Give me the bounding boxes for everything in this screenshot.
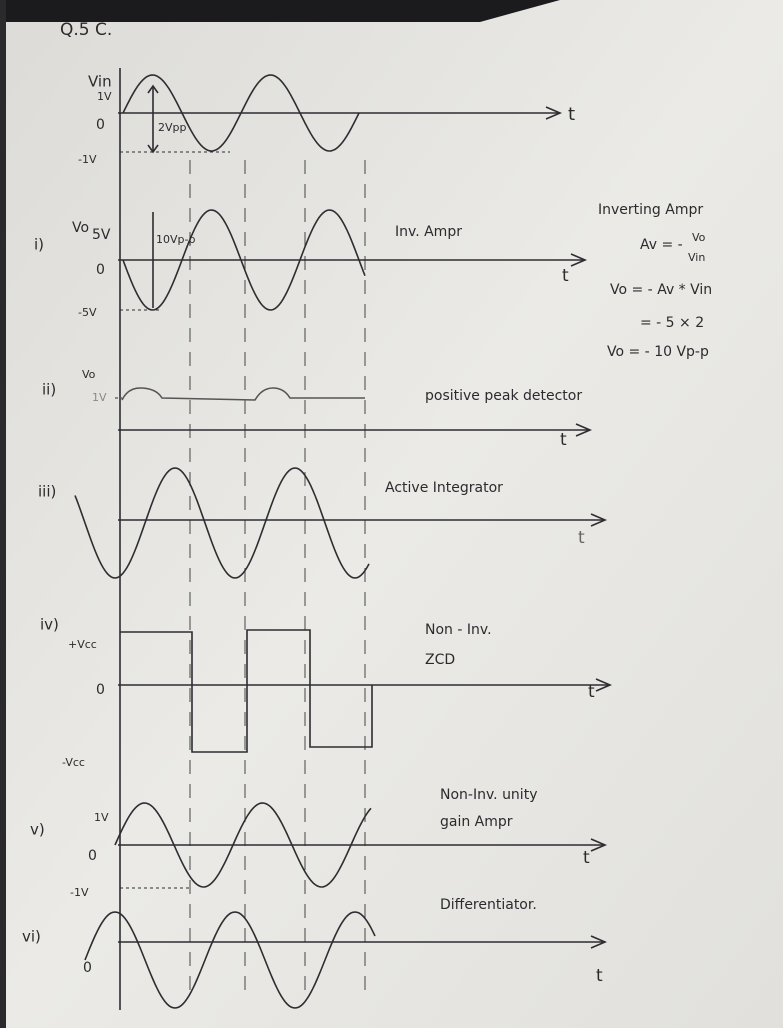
time-label: t [568, 104, 575, 125]
tick-label: 0 [83, 960, 92, 976]
time-label: t [588, 682, 595, 702]
graph-title: gain Ampr [440, 814, 513, 830]
tick-label: +Vcc [68, 638, 97, 651]
tick-label: -Vcc [62, 756, 85, 769]
axis-label: Vo [72, 220, 89, 236]
annotation: 2Vpp [158, 121, 187, 134]
time-label: t [578, 528, 585, 548]
tick-label: 0 [96, 117, 105, 133]
axis-label: Vin [88, 73, 112, 91]
graph-title: positive peak detector [425, 388, 582, 404]
graph-title: Non-Inv. unity [440, 787, 537, 803]
note-line: Vo = - Av * Vin [610, 282, 712, 298]
axis-label: Vo [82, 368, 96, 381]
note-line: = - 5 × 2 [640, 315, 704, 331]
annotation: 10Vp-p [156, 233, 195, 246]
graph-label: i) [34, 236, 44, 254]
time-label: t [560, 430, 567, 450]
graph-label: iv) [40, 616, 59, 634]
tick-label: -5V [78, 306, 97, 319]
note-line: Vo = - 10 Vp-p [607, 344, 709, 360]
tick-label: 1V [97, 90, 112, 103]
note-formula: Vo [692, 231, 706, 244]
paper [0, 0, 783, 1028]
tick-label: 1V [92, 391, 107, 404]
tick-label: 0 [96, 682, 105, 698]
page: {"header": {"title": "Q.5 C."}, "graphs"… [0, 0, 783, 1028]
tick-label: -1V [70, 886, 89, 899]
page-photo: Q.5 C. Vin 1V 0 -1V 2Vpp t i) Vo 5V 0 -5… [0, 0, 783, 1028]
graph-title: Non - Inv. [425, 622, 492, 638]
tick-label: 5V [92, 227, 111, 243]
time-label: t [562, 266, 569, 286]
note-title: Inverting Ampr [598, 202, 703, 218]
note-formula: Av = - [640, 237, 683, 253]
graph-label: ii) [42, 381, 56, 399]
graph-label: v) [30, 821, 45, 839]
time-label: t [583, 848, 590, 868]
page-title: Q.5 C. [60, 20, 112, 40]
time-label: t [596, 966, 603, 986]
graph-title: Inv. Ampr [395, 224, 462, 240]
graph-title: Active Integrator [385, 480, 503, 496]
graph-title: Differentiator. [440, 897, 537, 913]
tick-label: 0 [88, 848, 97, 864]
graph-label: iii) [38, 483, 56, 501]
note-formula: Vin [688, 251, 705, 264]
shadow-top [0, 0, 560, 22]
tick-label: 1V [94, 811, 109, 824]
shadow-left [0, 0, 6, 1028]
graph-label: vi) [22, 928, 41, 946]
graph-title: ZCD [425, 652, 455, 668]
tick-label: 0 [96, 262, 105, 278]
tick-label: -1V [78, 153, 97, 166]
